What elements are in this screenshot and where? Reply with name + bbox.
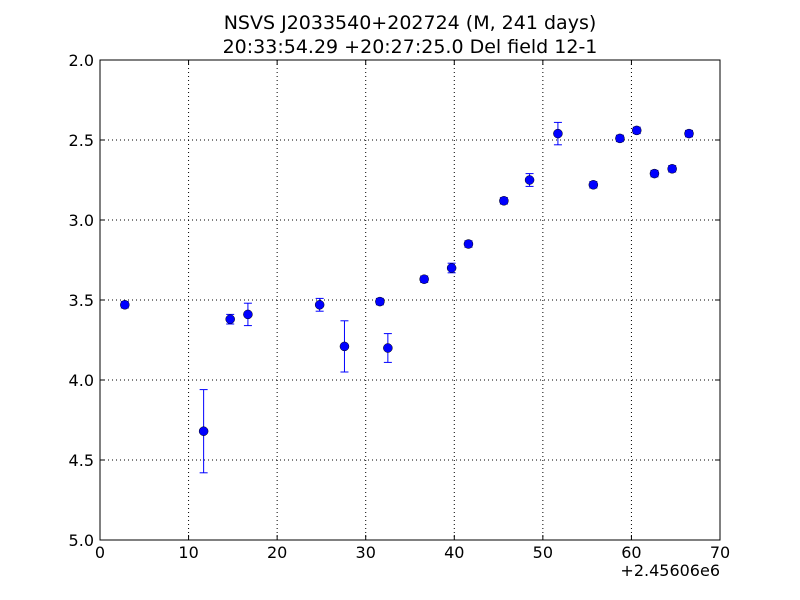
y-tick-label: 3.0 [69, 211, 94, 230]
data-point [198, 389, 209, 474]
data-point [588, 180, 599, 190]
data-points [120, 121, 694, 474]
data-point [524, 173, 535, 187]
x-offset-label: +2.45606e6 [620, 561, 720, 580]
x-tick-label: 30 [356, 543, 376, 562]
data-point [243, 302, 253, 327]
data-marker [198, 426, 209, 436]
data-point [463, 239, 474, 249]
data-marker [667, 164, 677, 174]
data-marker [375, 296, 385, 307]
data-point [615, 133, 625, 144]
y-tick-label: 2.5 [69, 131, 94, 150]
data-marker [588, 180, 599, 190]
data-marker [631, 125, 642, 136]
data-marker [383, 343, 393, 353]
data-marker [499, 196, 509, 206]
y-tick-label: 3.5 [69, 291, 94, 310]
y-tick-label: 4.5 [69, 451, 94, 470]
data-marker [120, 300, 130, 310]
x-tick-label: 60 [621, 543, 641, 562]
data-marker [419, 274, 429, 284]
data-marker [615, 133, 625, 144]
data-point [314, 297, 325, 312]
x-tick-label: 40 [444, 543, 464, 562]
y-tick-label: 2.0 [69, 51, 94, 70]
data-point [649, 168, 660, 179]
data-marker [339, 341, 350, 352]
data-point [631, 125, 642, 136]
chart-subtitle: 20:33:54.29 +20:27:25.0 Del field 12-1 [222, 36, 598, 58]
chart-title: NSVS J2033540+202724 (M, 241 days) [223, 12, 597, 34]
data-marker [225, 314, 235, 324]
axis-ticks [99, 59, 721, 541]
data-point [375, 296, 385, 307]
x-tick-label: 10 [178, 543, 198, 562]
data-point [684, 128, 694, 139]
grid-lines [100, 60, 720, 540]
data-point [225, 313, 235, 325]
data-point [120, 300, 130, 310]
data-point [667, 164, 677, 174]
y-tick-label: 4.0 [69, 371, 94, 390]
x-tick-label: 20 [267, 543, 287, 562]
data-point [553, 121, 563, 146]
data-point [383, 333, 393, 363]
x-tick-labels: 0 10 20 30 40 50 60 70 [95, 543, 730, 562]
data-point [419, 274, 429, 284]
y-tick-labels: 2.0 2.5 3.0 3.5 4.0 4.5 5.0 [69, 51, 94, 550]
data-marker [649, 168, 660, 179]
data-marker [243, 309, 253, 320]
data-marker [463, 239, 474, 249]
y-tick-label: 5.0 [69, 531, 94, 550]
data-marker [446, 263, 457, 273]
data-marker [314, 300, 325, 310]
data-marker [684, 128, 694, 139]
x-tick-label: 0 [95, 543, 105, 562]
data-point [446, 262, 457, 274]
data-point [339, 320, 350, 373]
x-tick-label: 50 [533, 543, 553, 562]
data-marker [524, 175, 535, 185]
data-point [499, 196, 509, 206]
data-marker [553, 128, 563, 139]
x-tick-label: 70 [710, 543, 730, 562]
